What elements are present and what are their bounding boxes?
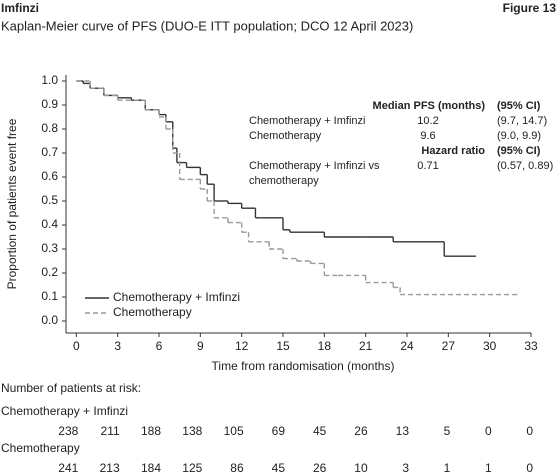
risk-count: 125 (182, 461, 202, 475)
y-tick-label: 0.9 (41, 97, 58, 111)
y-axis-label: Proportion of patients event free (5, 118, 19, 289)
y-tick-label: 0.2 (41, 265, 58, 279)
y-tick-label: 0.6 (41, 169, 58, 183)
stats-value: 10.2 (417, 115, 438, 127)
legend-label: Chemotherapy + Imfinzi (113, 290, 240, 304)
x-tick-label: 0 (73, 339, 80, 353)
x-tick-label: 21 (359, 339, 373, 353)
x-tick-label: 18 (318, 339, 332, 353)
risk-count: 26 (313, 461, 327, 475)
y-tick-label: 1.0 (41, 73, 58, 87)
stats-label: Chemotherapy + Imfinzi (249, 115, 365, 127)
y-tick-label: 0.4 (41, 217, 58, 231)
x-tick-label: 15 (276, 339, 290, 353)
risk-count: 0 (526, 461, 533, 475)
risk-count: 188 (141, 424, 161, 438)
risk-count: 5 (444, 424, 451, 438)
x-tick-label: 30 (483, 339, 497, 353)
stats-ci: (9.7, 14.7) (497, 115, 547, 127)
risk-count: 26 (354, 424, 368, 438)
y-tick-label: 0.1 (41, 289, 58, 303)
risk-count: 138 (182, 424, 202, 438)
figure-label: Figure 13 (503, 1, 557, 15)
x-tick-label: 27 (442, 339, 456, 353)
risk-count: 0 (526, 424, 533, 438)
y-tick-label: 0.0 (41, 313, 58, 327)
stats-ci: (9.0, 9.9) (497, 130, 541, 142)
risk-count: 1 (485, 461, 492, 475)
legend-label: Chemotherapy (113, 305, 192, 319)
risk-count: 45 (313, 424, 327, 438)
stats-header: (95% CI) (497, 145, 541, 157)
risk-group: Chemotherapy + Imfinzi (1, 404, 128, 418)
x-tick-label: 9 (197, 339, 204, 353)
y-tick-label: 0.5 (41, 193, 58, 207)
y-tick-label: 0.3 (41, 241, 58, 255)
risk-count: 0 (485, 424, 492, 438)
risk-count: 10 (354, 461, 368, 475)
stats-label: chemotherapy (249, 175, 319, 187)
risk-count: 241 (58, 461, 78, 475)
header: Imfinzi (1, 1, 39, 15)
stats-label: Chemotherapy + Imfinzi vs (249, 160, 380, 172)
risk-count: 86 (230, 461, 244, 475)
risk-count: 238 (58, 424, 78, 438)
stats-label: Chemotherapy (249, 130, 322, 142)
risk-count: 105 (224, 424, 244, 438)
stats-header: (95% CI) (497, 100, 541, 112)
stats-value: 9.6 (420, 130, 435, 142)
risk-title: Number of patients at risk: (1, 381, 141, 395)
x-tick-label: 3 (114, 339, 121, 353)
risk-count: 213 (100, 461, 120, 475)
x-tick-label: 24 (400, 339, 414, 353)
y-tick-label: 0.8 (41, 121, 58, 135)
risk-group: Chemotherapy (1, 441, 80, 455)
risk-count: 3 (402, 461, 409, 475)
stats-value: 0.71 (417, 160, 438, 172)
y-tick-label: 0.7 (41, 145, 58, 159)
risk-count: 13 (396, 424, 410, 438)
risk-count: 1 (444, 461, 451, 475)
stats-ci: (0.57, 0.89) (497, 160, 553, 172)
risk-count: 45 (272, 461, 286, 475)
risk-count: 69 (272, 424, 286, 438)
x-axis-label: Time from randomisation (months) (212, 359, 395, 373)
chart-title: Kaplan-Meier curve of PFS (DUO-E ITT pop… (1, 18, 413, 33)
x-tick-label: 33 (524, 339, 538, 353)
stats-header: Median PFS (months) (373, 100, 486, 112)
risk-count: 211 (101, 424, 120, 438)
stats-header: Hazard ratio (421, 145, 485, 157)
x-tick-label: 6 (156, 339, 163, 353)
risk-count: 184 (141, 461, 161, 475)
x-tick-label: 12 (235, 339, 249, 353)
